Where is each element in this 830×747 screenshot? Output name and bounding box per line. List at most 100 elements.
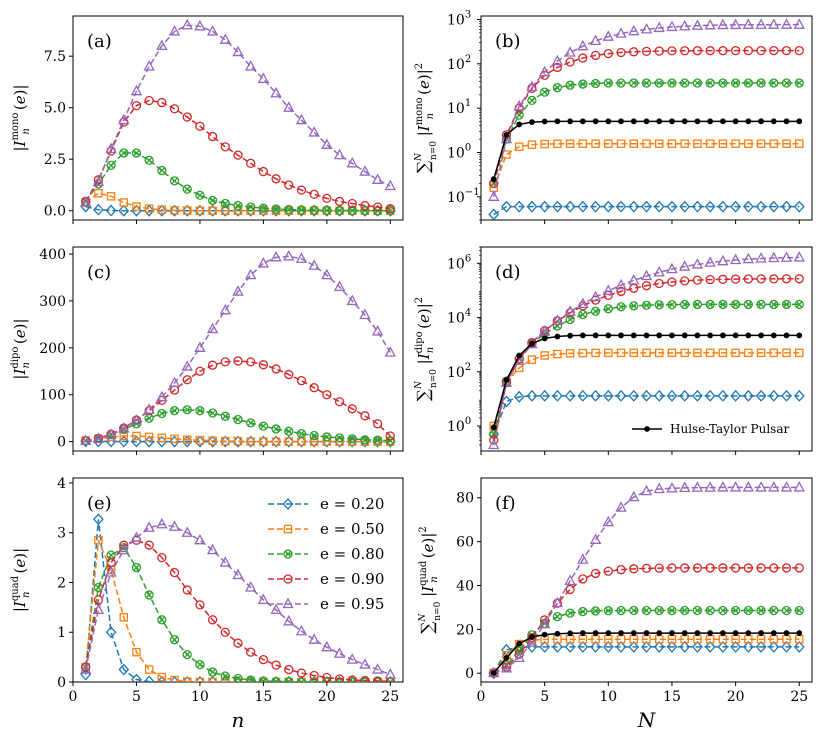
data-point [758, 332, 764, 339]
data-point [182, 405, 192, 415]
data-point [755, 18, 767, 29]
panel-f: 0 5 10 15 20 25 0 20 40 60 80 (f) ∑N n=0 |Iquadn(e)|2… [418, 477, 813, 732]
plot-frame [72, 15, 404, 221]
data-point [132, 647, 141, 657]
data-point [744, 348, 753, 358]
data-point [296, 205, 307, 215]
data-point [679, 260, 691, 271]
data-point [93, 203, 104, 216]
data-point [579, 630, 586, 636]
data-point [220, 671, 230, 681]
data-point [94, 535, 103, 545]
data-point [605, 118, 612, 125]
data-point [590, 568, 601, 579]
data-point [743, 299, 753, 310]
panel-label: (c) [87, 262, 111, 283]
data-point [603, 606, 613, 616]
data-point [705, 139, 715, 148]
legend-entry: e = 0.90 [268, 570, 384, 588]
y-tick-label: 200 [39, 341, 66, 357]
data-point [169, 406, 180, 416]
data-point [681, 630, 688, 636]
data-point [781, 640, 792, 653]
data-point [705, 275, 715, 285]
data-point [541, 118, 548, 125]
data-point [143, 60, 155, 71]
data-point [567, 630, 574, 637]
data-point [157, 552, 167, 563]
data-point [144, 432, 154, 442]
data-point [666, 389, 678, 402]
data-point [578, 53, 588, 63]
data-point [729, 253, 742, 265]
y-tick-label: 102 [447, 362, 471, 381]
data-point [144, 155, 154, 165]
data-point [552, 611, 563, 622]
data-point [490, 176, 497, 183]
data-point [564, 200, 576, 213]
data-point [718, 605, 728, 616]
data-point [654, 348, 664, 358]
data-point [181, 526, 193, 537]
plot-frame [72, 246, 404, 452]
y-axis-label: ∑N n=0 |Iquadn(e)|2 [418, 526, 443, 634]
data-point [220, 627, 230, 637]
data-point [704, 256, 716, 267]
data-point [768, 481, 780, 492]
data-point [744, 139, 753, 148]
x-tick-label: 10 [599, 689, 617, 705]
data-point [347, 434, 357, 444]
data-point [208, 206, 217, 215]
y-tick-label: 100 [447, 142, 471, 161]
data-point [322, 437, 332, 446]
data-point [284, 676, 294, 682]
data-point [334, 397, 345, 407]
data-point [694, 630, 701, 636]
data-point [793, 200, 805, 213]
data-point [704, 200, 716, 213]
data-point [667, 277, 677, 287]
data-point [359, 308, 371, 320]
legend-entry: Hulse-Taylor Pulsar [632, 422, 789, 436]
data-point [309, 437, 319, 446]
data-point [105, 428, 117, 439]
data-point [565, 57, 575, 67]
data-point [770, 118, 777, 125]
data-point [245, 581, 257, 592]
data-point [629, 139, 639, 148]
data-point [641, 389, 652, 402]
data-point [755, 200, 767, 213]
data-point [552, 62, 563, 73]
data-point [604, 139, 613, 148]
x-axis-label: n [232, 708, 245, 732]
y-tick-label: 400 [39, 247, 66, 263]
data-point [756, 563, 766, 573]
data-point [257, 257, 270, 268]
data-point [567, 118, 574, 125]
data-point [182, 112, 192, 122]
data-point [322, 677, 332, 682]
data-point [666, 481, 678, 493]
data-point [500, 662, 513, 673]
panel-c: 0 100 200 300 400 (c) |Idipon(e)| [10, 246, 404, 455]
data-point [553, 139, 562, 149]
data-point [169, 104, 180, 114]
data-point [577, 200, 589, 213]
data-point [309, 189, 319, 199]
data-point [666, 20, 678, 32]
data-point [602, 30, 614, 41]
data-point [195, 677, 205, 682]
data-point [195, 121, 205, 131]
data-point [654, 563, 664, 573]
data-point [681, 118, 688, 125]
data-point [220, 357, 230, 367]
data-point [679, 19, 691, 31]
panel-label: (f) [495, 493, 516, 514]
legend-marker [283, 524, 293, 534]
data-point [796, 118, 803, 125]
x-tick-label: 15 [254, 689, 272, 705]
data-point [170, 206, 179, 215]
data-point [742, 389, 754, 402]
series-e-0-80 [81, 543, 395, 682]
x-tick-label: 25 [790, 689, 808, 705]
